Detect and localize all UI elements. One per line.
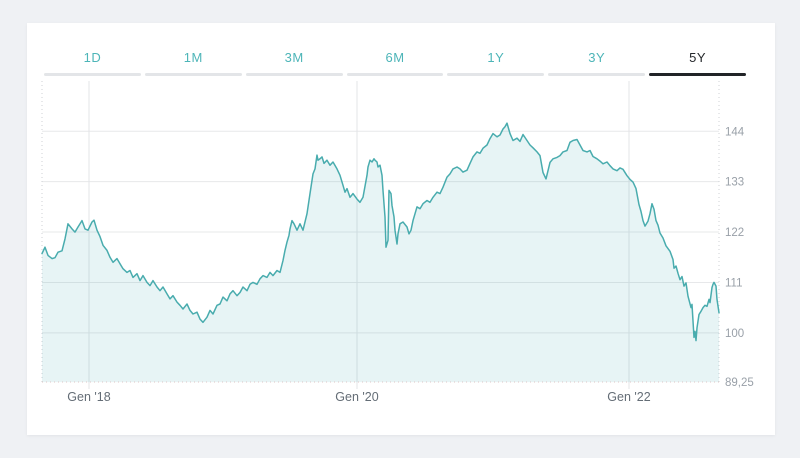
tab-1m[interactable]: 1M xyxy=(144,23,242,76)
time-range-tab-bar: 1D 1M 3M 6M 1Y 3Y 5Y xyxy=(44,23,747,76)
tab-5y[interactable]: 5Y xyxy=(649,23,747,76)
tab-label: 6M xyxy=(385,50,405,65)
y-axis-label: 111 xyxy=(725,277,742,289)
y-axis-label: 144 xyxy=(725,126,745,138)
tab-3y[interactable]: 3Y xyxy=(548,23,646,76)
tab-underline xyxy=(144,73,242,76)
series-area-fill xyxy=(42,123,719,383)
y-axis-label: 100 xyxy=(725,328,744,340)
tab-underline xyxy=(346,73,444,76)
chart-card: 1D 1M 3M 6M 1Y 3Y 5Y xyxy=(27,23,775,435)
tab-label: 1D xyxy=(83,50,102,65)
tab-underline xyxy=(548,73,646,76)
tab-1d[interactable]: 1D xyxy=(44,23,141,76)
tab-1y[interactable]: 1Y xyxy=(447,23,545,76)
tab-underline xyxy=(447,73,545,76)
x-axis-label: Gen '20 xyxy=(335,390,378,404)
tab-label: 5Y xyxy=(689,50,707,65)
tab-underline xyxy=(44,73,141,76)
tab-3m[interactable]: 3M xyxy=(245,23,343,76)
y-axis-label: 133 xyxy=(725,177,744,189)
x-axis-label: Gen '18 xyxy=(67,390,110,404)
x-axis-label: Gen '22 xyxy=(607,390,650,404)
tab-label: 1M xyxy=(183,50,203,65)
tab-label: 1Y xyxy=(487,50,505,65)
tab-label: 3M xyxy=(284,50,304,65)
active-tab-underline xyxy=(649,73,747,76)
y-axis-label: 89,25 xyxy=(725,377,754,389)
tab-label: 3Y xyxy=(588,50,606,65)
tab-6m[interactable]: 6M xyxy=(346,23,444,76)
series-line xyxy=(41,122,720,342)
y-axis-label: 122 xyxy=(725,227,744,239)
tab-underline xyxy=(245,73,343,76)
